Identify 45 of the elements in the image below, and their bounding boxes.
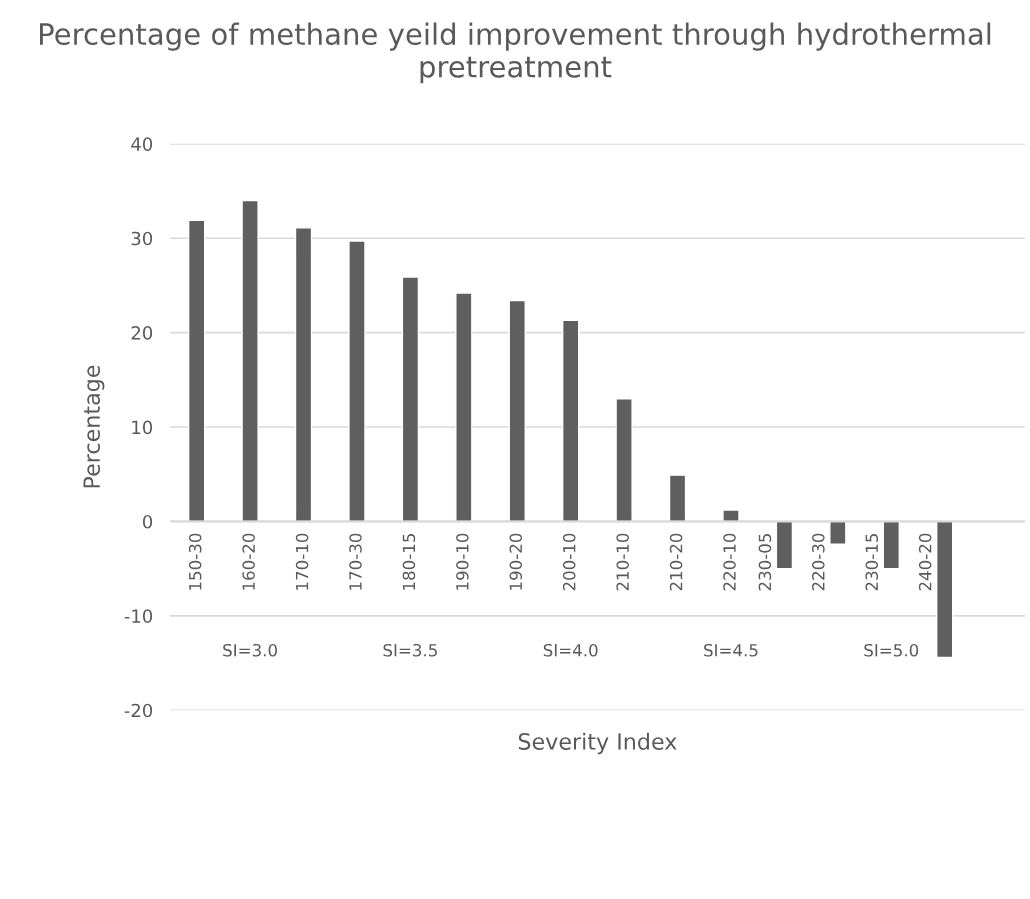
x-tick-label: 170-10	[295, 533, 309, 590]
x-tick-label: 190-10	[456, 533, 469, 590]
y-tick-label: 0	[142, 514, 153, 529]
y-tick-label: -20	[124, 703, 153, 718]
bar	[348, 240, 366, 523]
x-tick-label: 220-30	[812, 533, 825, 591]
x-tick-label: 230-05	[758, 533, 772, 591]
x-tick-label: 240-20	[918, 533, 932, 591]
x-tick-label: 220-10	[723, 533, 736, 591]
bar	[935, 520, 954, 659]
bar	[294, 227, 313, 523]
bar	[722, 509, 740, 523]
y-tick-label: -10	[124, 609, 153, 623]
y-tick-label: 20	[131, 326, 153, 340]
x-tick-label: 180-15	[402, 533, 416, 590]
bar	[508, 299, 526, 523]
bar	[561, 319, 580, 523]
bar	[455, 292, 473, 523]
y-tick-label: 40	[131, 137, 153, 151]
x-tick-label: 170-30	[349, 533, 362, 590]
x-tick-label: 190-20	[509, 533, 523, 590]
annotation: SI=4.0	[543, 643, 598, 657]
bar	[401, 276, 420, 523]
x-tick-label: 210-20	[669, 533, 683, 591]
annotation: SI=4.5	[704, 643, 758, 657]
bar	[187, 219, 206, 523]
bar	[775, 520, 794, 570]
x-tick-label: 150-30	[188, 533, 202, 590]
x-tick-label: 160-20	[242, 533, 255, 590]
x-tick-label: 230-15	[865, 533, 879, 591]
bar	[241, 199, 259, 523]
bar	[829, 520, 847, 545]
y-axis-title: Percentage	[83, 365, 105, 488]
chart-title: Percentage of methane yeild improvement through hydrothermal pretreatment	[39, 22, 991, 84]
bar	[668, 474, 687, 523]
y-tick-label: 10	[132, 420, 153, 435]
bar	[615, 398, 633, 523]
annotation: SI=3.0	[223, 643, 277, 657]
bar	[882, 520, 900, 570]
annotation: SI=3.5	[383, 643, 437, 657]
x-axis-title: Severity Index	[518, 732, 677, 755]
x-tick-label: 200-10	[562, 533, 576, 591]
annotation: SI=5.0	[864, 643, 919, 657]
x-tick-label: 210-10	[616, 533, 629, 591]
y-tick-label: 30	[131, 231, 153, 246]
